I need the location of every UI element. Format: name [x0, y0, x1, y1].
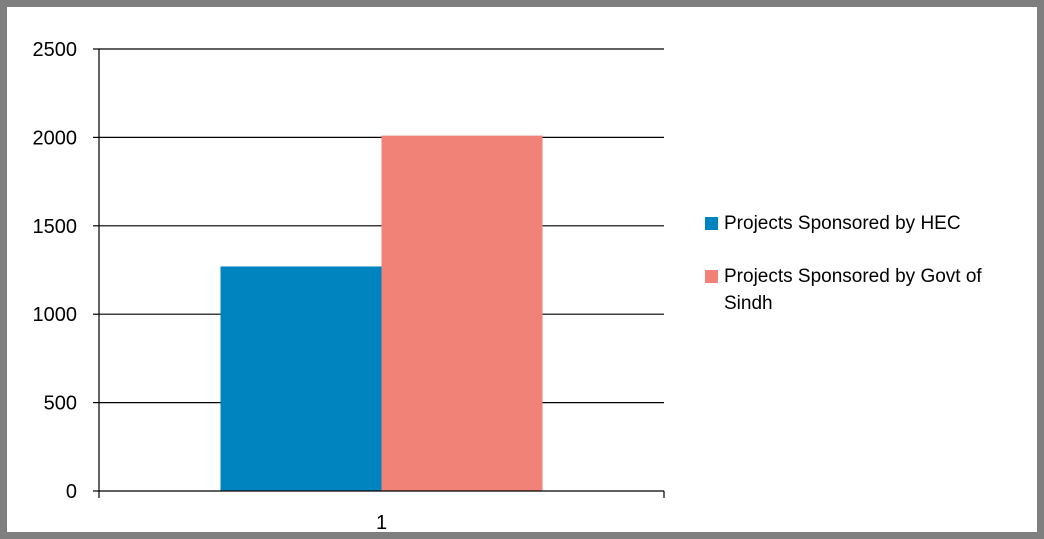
- y-tick-label-500: 500: [44, 393, 77, 415]
- bars: [220, 135, 543, 491]
- y-tick-label-0: 0: [66, 481, 77, 503]
- y-tick-label-2000: 2000: [33, 127, 78, 149]
- y-tick-label-1500: 1500: [33, 216, 78, 238]
- bar-govt-sindh: [381, 135, 543, 491]
- y-tick-label-2500: 2500: [33, 39, 78, 61]
- y-axis-ticks: 0 500 1000 1500 2000 2500: [33, 39, 99, 503]
- legend-swatch-hec: [705, 217, 718, 230]
- x-axis-ticks: 1: [98, 491, 665, 534]
- legend: Projects Sponsored by HEC Projects Spons…: [705, 210, 1035, 343]
- legend-item-hec: Projects Sponsored by HEC: [705, 210, 1035, 237]
- legend-label-hec: Projects Sponsored by HEC: [724, 213, 961, 234]
- legend-label-govt-sindh: Projects Sponsored by Govt of Sindh: [724, 266, 982, 314]
- y-tick-label-1000: 1000: [33, 304, 78, 326]
- legend-swatch-govt-sindh: [705, 270, 718, 283]
- legend-item-govt-sindh: Projects Sponsored by Govt of Sindh: [705, 263, 1035, 317]
- x-tick-label-1: 1: [376, 512, 387, 534]
- bar-hec: [220, 266, 382, 491]
